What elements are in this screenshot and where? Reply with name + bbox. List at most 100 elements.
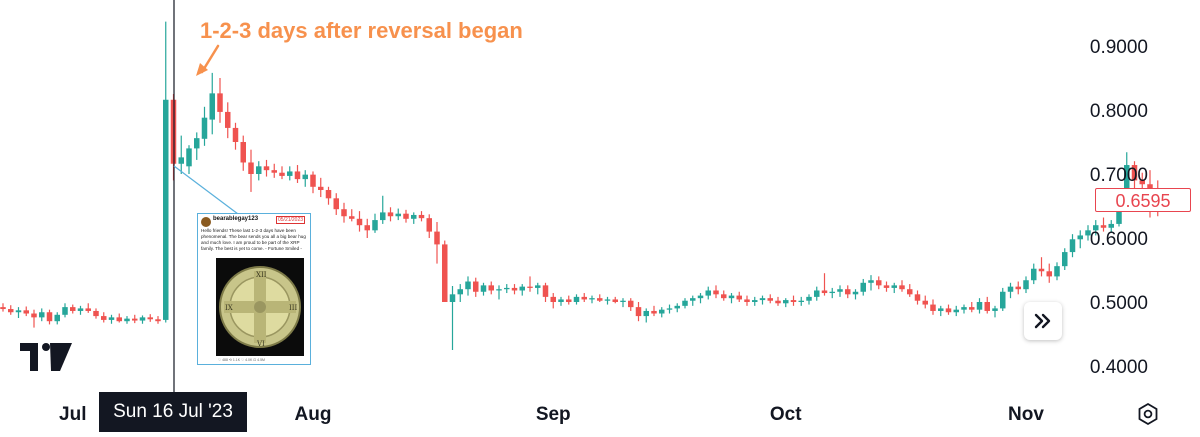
tweet-date: 05/21/2023	[276, 216, 306, 224]
candle	[77, 305, 84, 315]
candle-body	[682, 300, 688, 306]
candle	[434, 222, 440, 264]
candle	[124, 316, 130, 324]
candle-body	[147, 317, 153, 320]
candle	[217, 78, 223, 123]
candle-body	[294, 171, 301, 180]
candle	[279, 166, 285, 180]
candle-body	[728, 295, 735, 299]
candle	[674, 303, 680, 313]
candle-body	[829, 291, 835, 294]
candle	[201, 106, 208, 146]
candle-body	[969, 307, 975, 310]
candle-body	[1038, 268, 1045, 272]
candle	[1131, 161, 1138, 190]
candle	[473, 277, 479, 297]
date-axis[interactable]: Jul Aug Sep Oct Nov	[59, 404, 1044, 425]
candle	[256, 161, 262, 181]
candle	[814, 286, 820, 301]
candle	[752, 296, 758, 306]
date-tick-label: Aug	[295, 404, 332, 425]
candle	[914, 290, 921, 305]
candle	[248, 149, 254, 192]
candle-body	[837, 289, 843, 292]
candle-body	[380, 212, 386, 221]
date-tick-label: Nov	[1008, 404, 1044, 425]
candle	[542, 282, 549, 302]
candle-body	[1108, 223, 1114, 228]
candle	[294, 165, 301, 183]
candle	[961, 304, 967, 314]
settings-icon[interactable]	[1136, 402, 1160, 426]
tradingview-logo[interactable]	[20, 343, 72, 371]
candle-body	[759, 298, 766, 301]
candle-body	[256, 166, 262, 174]
candle-body	[814, 290, 820, 297]
candle	[589, 295, 595, 304]
candle-body	[1007, 286, 1014, 292]
candle	[23, 306, 29, 317]
candle-body	[736, 295, 742, 300]
candle-body	[349, 216, 355, 219]
candle-body	[504, 287, 510, 290]
candle	[325, 186, 332, 205]
candle	[1000, 287, 1006, 311]
candle-body	[1031, 268, 1037, 281]
candle-body	[876, 280, 882, 286]
candle	[798, 296, 804, 306]
candle	[767, 294, 773, 304]
candle-body	[697, 295, 704, 299]
candle	[310, 171, 316, 194]
candle	[705, 286, 711, 300]
price-tick-label: 0.8000	[1090, 101, 1148, 122]
candle-body	[821, 290, 828, 294]
candle-body	[194, 138, 200, 149]
candle	[395, 208, 401, 221]
candle-body	[651, 310, 657, 314]
scroll-to-realtime-button[interactable]	[1024, 302, 1062, 340]
candle-body	[566, 299, 572, 302]
candle-body	[139, 317, 146, 321]
candle-body	[783, 300, 789, 304]
candle-body	[992, 308, 998, 311]
candle-body	[442, 244, 448, 302]
candle	[1069, 234, 1076, 258]
candle-body	[0, 307, 6, 310]
candle	[85, 303, 91, 313]
candle-body	[263, 166, 270, 171]
candle-body	[883, 285, 890, 288]
candle-body	[961, 307, 967, 310]
candle	[922, 295, 928, 309]
candle	[31, 309, 37, 328]
candle	[690, 295, 696, 306]
candle	[46, 309, 53, 325]
candle-body	[186, 148, 192, 167]
candle	[883, 281, 890, 292]
candle-body	[767, 298, 773, 301]
candle-body	[721, 294, 727, 299]
candle	[581, 293, 587, 302]
candle-body	[457, 289, 463, 295]
candle-body	[364, 225, 370, 231]
candle-body	[93, 310, 99, 317]
candle	[837, 285, 843, 297]
candle-body	[116, 317, 122, 322]
candle	[194, 132, 200, 160]
candle-body	[1046, 271, 1052, 277]
candle-body	[395, 213, 401, 217]
candle-body	[101, 316, 107, 320]
candle-body	[550, 296, 556, 302]
candle-body	[465, 281, 471, 290]
candle-body	[155, 319, 161, 322]
candle	[178, 135, 184, 174]
candle-body	[434, 231, 440, 245]
candle-body	[620, 300, 626, 302]
price-axis[interactable]: 0.9000 0.8000 0.7000 0.6000 0.5000 0.4000	[1090, 37, 1148, 378]
candle-body	[325, 190, 332, 199]
candle	[263, 159, 270, 177]
candle-body	[279, 172, 285, 176]
candle	[186, 145, 192, 174]
candle-body	[806, 296, 812, 301]
candle-body	[23, 310, 29, 314]
